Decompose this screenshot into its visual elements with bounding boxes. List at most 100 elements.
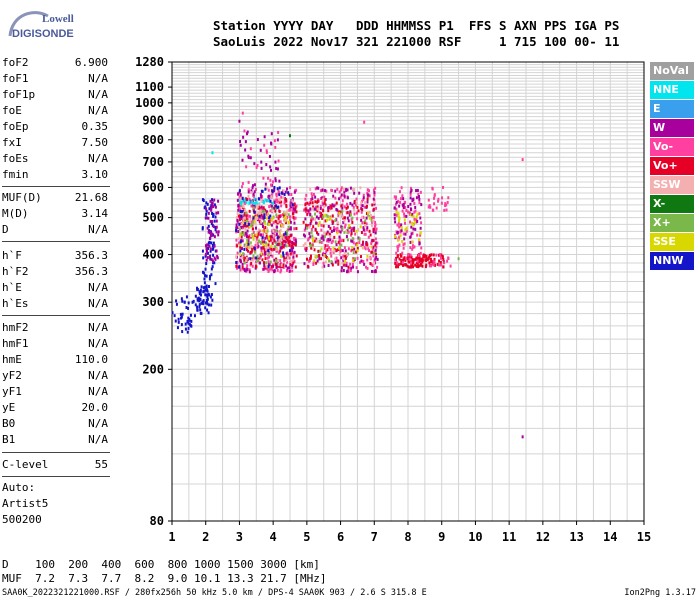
echo-point xyxy=(401,261,404,265)
param-value: 20.0 xyxy=(81,401,109,414)
legend-item: NNE xyxy=(650,81,694,99)
echo-point xyxy=(344,223,347,227)
echo-point xyxy=(310,230,313,234)
echo-point xyxy=(349,269,352,273)
echo-point xyxy=(263,143,266,147)
echo-point xyxy=(333,249,336,253)
echo-point xyxy=(313,239,316,243)
echo-point xyxy=(311,197,314,201)
echo-point xyxy=(239,268,242,272)
echo-point xyxy=(341,226,344,230)
echo-point xyxy=(245,197,248,201)
echo-point xyxy=(271,264,274,268)
echo-point xyxy=(312,205,315,209)
echo-point xyxy=(419,231,422,235)
echo-point xyxy=(408,265,411,269)
echo-point xyxy=(208,231,211,235)
echo-point xyxy=(205,287,208,291)
echo-point xyxy=(175,302,178,306)
echo-point xyxy=(414,227,417,231)
echo-point xyxy=(370,250,373,254)
echo-point xyxy=(284,221,287,225)
echo-point xyxy=(214,282,217,286)
echo-point xyxy=(305,246,308,250)
echo-point xyxy=(370,218,373,222)
echo-point xyxy=(339,195,342,199)
echo-point xyxy=(403,214,406,218)
echo-point xyxy=(284,198,287,202)
param-row: fmin 3.10 xyxy=(2,168,108,183)
echo-point xyxy=(239,260,242,264)
echo-point xyxy=(288,240,291,244)
echo-point xyxy=(329,207,332,211)
echo-point xyxy=(273,139,276,143)
echo-point xyxy=(258,214,261,218)
echo-point xyxy=(243,198,246,202)
echo-point xyxy=(255,265,258,269)
echo-point xyxy=(245,132,248,136)
echo-point xyxy=(289,226,292,230)
echo-point xyxy=(267,270,270,274)
echo-point xyxy=(267,212,270,216)
echo-point xyxy=(351,220,354,224)
echo-point xyxy=(272,221,275,225)
echo-point xyxy=(369,233,372,237)
echo-point xyxy=(210,241,213,245)
echo-point xyxy=(282,251,285,255)
echo-point xyxy=(361,221,364,225)
echo-point xyxy=(256,138,259,142)
echo-point xyxy=(242,218,245,222)
echo-point xyxy=(286,268,289,272)
divider xyxy=(2,241,110,242)
echo-point xyxy=(283,239,286,243)
echo-point xyxy=(274,204,277,208)
echo-point xyxy=(263,200,266,204)
echo-point xyxy=(279,220,282,224)
echo-point xyxy=(244,148,247,152)
echo-point xyxy=(286,209,289,213)
echo-point xyxy=(316,199,319,203)
echo-point xyxy=(432,253,435,257)
echo-point xyxy=(356,249,359,253)
echo-point xyxy=(308,223,311,227)
echo-point xyxy=(235,238,238,242)
echo-point xyxy=(245,248,248,252)
echo-point xyxy=(319,197,322,201)
echo-point xyxy=(211,211,214,215)
x-tick-label: 3 xyxy=(236,530,243,544)
echo-point xyxy=(330,204,333,208)
echo-point xyxy=(363,120,366,124)
echo-point xyxy=(275,192,278,196)
echo-point xyxy=(181,312,184,316)
param-row: foEs N/A xyxy=(2,152,108,167)
echo-point xyxy=(260,199,263,203)
echo-point xyxy=(356,256,359,260)
echo-point xyxy=(360,243,363,247)
echo-point xyxy=(366,197,369,201)
echo-point xyxy=(331,203,334,207)
echo-point xyxy=(373,224,376,228)
echo-point xyxy=(266,229,269,233)
echo-point xyxy=(291,242,294,246)
echo-point xyxy=(198,303,201,307)
echo-point xyxy=(217,199,220,203)
echo-point xyxy=(245,165,248,169)
echo-point xyxy=(240,214,243,218)
echo-point xyxy=(187,306,190,310)
echo-point xyxy=(419,262,422,266)
echo-point xyxy=(270,132,273,136)
echo-point xyxy=(214,225,217,229)
echo-point xyxy=(242,252,245,256)
echo-point xyxy=(362,246,365,250)
y-tick-label: 700 xyxy=(142,155,164,169)
echo-point xyxy=(263,213,266,217)
echo-point xyxy=(318,239,321,243)
echo-point xyxy=(430,260,433,264)
x-tick-label: 4 xyxy=(270,530,277,544)
echo-point xyxy=(255,201,258,205)
param-row: h`F 356.3 xyxy=(2,249,108,264)
echo-point xyxy=(287,225,290,229)
echo-point xyxy=(276,225,279,229)
echo-point xyxy=(255,165,258,169)
echo-point xyxy=(316,209,319,213)
